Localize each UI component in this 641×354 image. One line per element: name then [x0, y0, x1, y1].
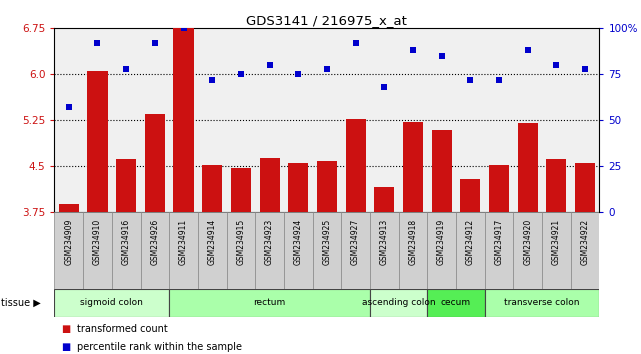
Text: percentile rank within the sample: percentile rank within the sample: [77, 342, 242, 352]
Bar: [570, 212, 599, 289]
Text: GSM234909: GSM234909: [64, 218, 73, 265]
Bar: [546, 159, 567, 212]
Text: GSM234922: GSM234922: [581, 218, 590, 264]
Bar: [59, 204, 79, 212]
Bar: [202, 165, 222, 212]
Bar: [255, 212, 284, 289]
Bar: [431, 130, 452, 212]
Text: sigmoid colon: sigmoid colon: [80, 298, 144, 307]
Bar: [313, 212, 341, 289]
Text: GDS3141 / 216975_x_at: GDS3141 / 216975_x_at: [247, 14, 407, 27]
Text: GSM234911: GSM234911: [179, 218, 188, 264]
Text: ascending colon: ascending colon: [362, 298, 435, 307]
Point: [207, 77, 217, 83]
Bar: [403, 122, 423, 212]
Bar: [145, 114, 165, 212]
Bar: [54, 212, 83, 289]
Point: [379, 84, 389, 90]
Text: GSM234918: GSM234918: [408, 218, 417, 264]
Point: [408, 47, 418, 53]
Bar: [518, 124, 538, 212]
Bar: [54, 289, 169, 317]
Bar: [83, 212, 112, 289]
Text: transverse colon: transverse colon: [504, 298, 579, 307]
Bar: [317, 161, 337, 212]
Point: [465, 77, 476, 83]
Point: [580, 66, 590, 72]
Point: [265, 62, 275, 68]
Text: rectum: rectum: [253, 298, 286, 307]
Bar: [513, 212, 542, 289]
Bar: [399, 212, 428, 289]
Bar: [288, 163, 308, 212]
Point: [551, 62, 562, 68]
Point: [63, 105, 74, 110]
Point: [494, 77, 504, 83]
Bar: [116, 159, 137, 212]
Text: GSM234916: GSM234916: [122, 218, 131, 265]
Bar: [284, 212, 313, 289]
Bar: [460, 179, 480, 212]
Text: GSM234910: GSM234910: [93, 218, 102, 265]
Point: [121, 66, 131, 72]
Bar: [260, 158, 279, 212]
Bar: [112, 212, 140, 289]
Text: transformed count: transformed count: [77, 324, 168, 334]
Bar: [345, 119, 365, 212]
Bar: [370, 212, 399, 289]
Point: [92, 40, 103, 46]
Bar: [485, 289, 599, 317]
Bar: [226, 212, 255, 289]
Point: [437, 53, 447, 59]
Text: GSM234925: GSM234925: [322, 218, 331, 265]
Bar: [341, 212, 370, 289]
Bar: [169, 289, 370, 317]
Bar: [370, 289, 428, 317]
Text: cecum: cecum: [441, 298, 471, 307]
Point: [293, 72, 303, 77]
Text: ■: ■: [61, 324, 70, 334]
Text: GSM234923: GSM234923: [265, 218, 274, 265]
Bar: [169, 212, 198, 289]
Point: [178, 25, 188, 31]
Bar: [174, 28, 194, 212]
Text: ■: ■: [61, 342, 70, 352]
Point: [322, 66, 332, 72]
Bar: [575, 163, 595, 212]
Bar: [198, 212, 226, 289]
Bar: [485, 212, 513, 289]
Point: [236, 72, 246, 77]
Point: [150, 40, 160, 46]
Text: GSM234920: GSM234920: [523, 218, 532, 265]
Bar: [428, 289, 485, 317]
Text: GSM234915: GSM234915: [237, 218, 246, 265]
Text: GSM234927: GSM234927: [351, 218, 360, 265]
Text: GSM234913: GSM234913: [379, 218, 388, 265]
Point: [522, 47, 533, 53]
Text: GSM234926: GSM234926: [151, 218, 160, 265]
Text: GSM234912: GSM234912: [466, 218, 475, 264]
Bar: [140, 212, 169, 289]
Bar: [374, 187, 394, 212]
Text: GSM234921: GSM234921: [552, 218, 561, 264]
Text: GSM234917: GSM234917: [494, 218, 503, 265]
Text: GSM234914: GSM234914: [208, 218, 217, 265]
Bar: [456, 212, 485, 289]
Bar: [87, 71, 108, 212]
Text: GSM234924: GSM234924: [294, 218, 303, 265]
Bar: [428, 212, 456, 289]
Text: GSM234919: GSM234919: [437, 218, 446, 265]
Bar: [231, 168, 251, 212]
Point: [351, 40, 361, 46]
Text: tissue ▶: tissue ▶: [1, 298, 40, 308]
Bar: [489, 165, 509, 212]
Bar: [542, 212, 570, 289]
